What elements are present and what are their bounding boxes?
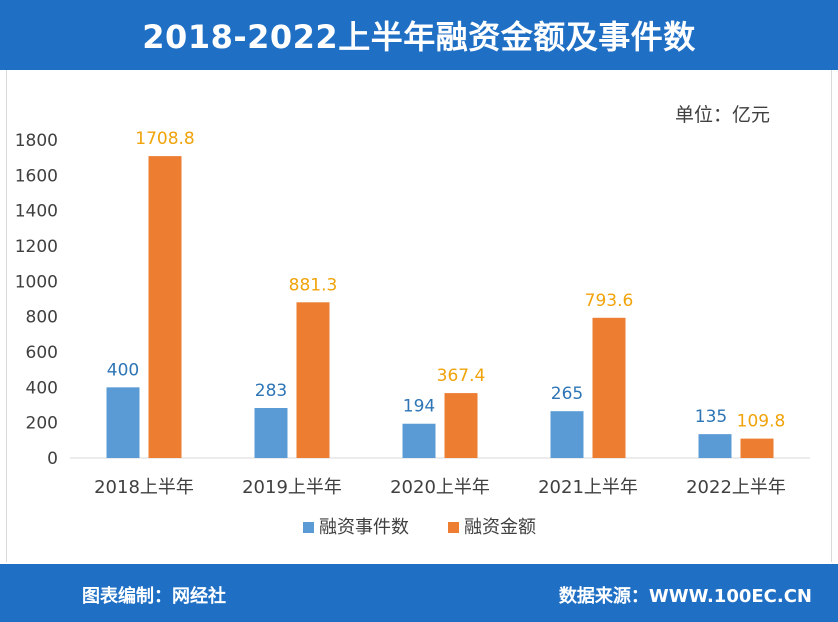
footer-banner: 图表编制：网经社 数据来源：WWW.100EC.CN xyxy=(0,564,838,622)
data-label-events: 283 xyxy=(255,381,287,401)
footer-source: 数据来源：WWW.100EC.CN xyxy=(558,586,812,607)
unit-label: 单位：亿元 xyxy=(675,104,771,126)
bar-amount xyxy=(592,317,626,458)
data-label-amount: 367.4 xyxy=(437,366,486,386)
bar-amount xyxy=(444,393,478,458)
legend-swatch-amount xyxy=(448,522,459,533)
legend-swatch-events xyxy=(303,522,314,533)
footer-credit: 图表编制：网经社 xyxy=(82,586,226,607)
y-tick-label: 200 xyxy=(26,414,58,434)
bar-amount xyxy=(296,302,330,458)
x-tick-label: 2021上半年 xyxy=(538,477,638,498)
legend-label-events: 融资事件数 xyxy=(319,517,409,538)
data-label-events: 265 xyxy=(551,384,583,404)
bar-events xyxy=(402,423,436,458)
data-label-amount: 881.3 xyxy=(289,275,338,295)
y-tick-label: 1200 xyxy=(15,237,58,257)
bar-events xyxy=(254,408,288,458)
y-tick-label: 1000 xyxy=(15,272,58,292)
data-label-amount: 109.8 xyxy=(737,412,786,432)
y-tick-label: 1800 xyxy=(15,131,58,151)
data-label-events: 135 xyxy=(695,407,727,427)
x-tick-label: 2020上半年 xyxy=(390,477,490,498)
y-tick-label: 1600 xyxy=(15,166,58,186)
x-tick-label: 2019上半年 xyxy=(242,477,342,498)
legend-label-amount: 融资金额 xyxy=(464,517,536,538)
chart-frame xyxy=(6,70,832,562)
data-label-events: 400 xyxy=(107,360,139,380)
bar-events xyxy=(106,387,140,458)
y-tick-label: 1400 xyxy=(15,202,58,222)
bar-amount xyxy=(148,156,182,458)
data-label-amount: 793.6 xyxy=(585,291,634,311)
data-label-events: 194 xyxy=(403,397,435,417)
y-tick-label: 600 xyxy=(26,343,58,363)
chart-title-banner: 2018-2022上半年融资金额及事件数 xyxy=(0,0,838,70)
bar-amount xyxy=(740,438,774,458)
x-tick-label: 2022上半年 xyxy=(686,477,786,498)
x-tick-label: 2018上半年 xyxy=(94,477,194,498)
bar-events xyxy=(698,434,732,458)
y-tick-label: 0 xyxy=(47,449,58,469)
bar-events xyxy=(550,411,584,458)
data-label-amount: 1708.8 xyxy=(135,129,194,149)
chart-title: 2018-2022上半年融资金额及事件数 xyxy=(142,18,696,56)
y-tick-label: 800 xyxy=(26,308,58,328)
y-tick-label: 400 xyxy=(26,378,58,398)
